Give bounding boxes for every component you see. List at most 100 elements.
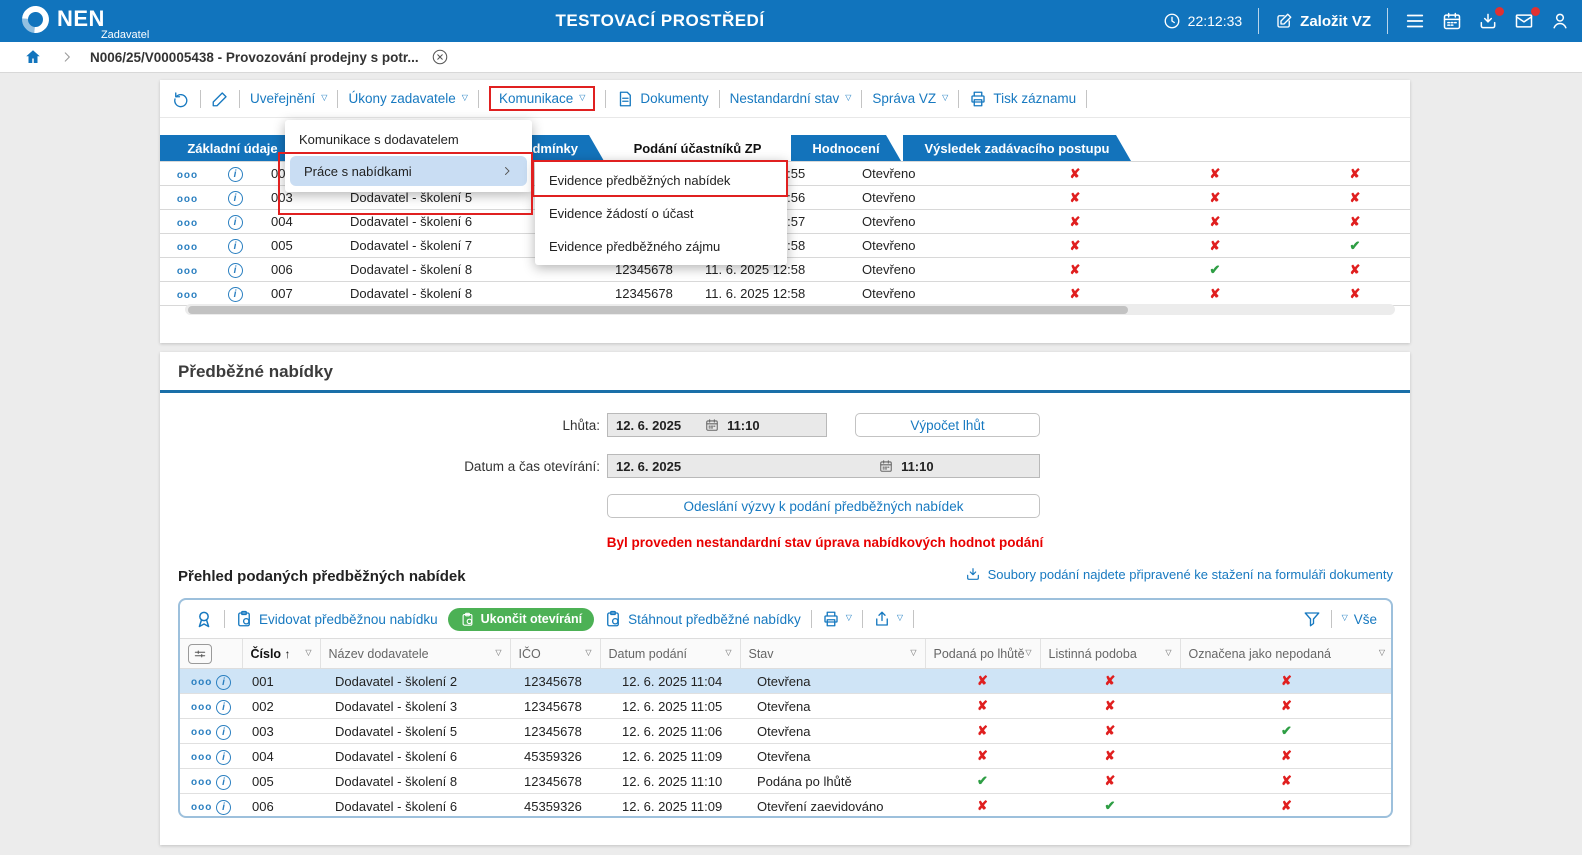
row-actions-icon[interactable]: ooo (191, 777, 212, 788)
filter-funnel-icon[interactable] (1303, 610, 1321, 628)
table-row[interactable]: ooo i 003 Dodavatel - školení 5 12345678… (180, 719, 1393, 744)
home-icon[interactable] (24, 48, 42, 66)
main-menu-button[interactable] (1404, 10, 1426, 32)
info-icon[interactable]: i (228, 167, 243, 182)
nonstandard-state-warning: Byl proveden nestandardní stav úprava na… (540, 535, 1110, 550)
menu-item-evidence-zadosti-o-ucast[interactable]: Evidence žádostí o účast (535, 197, 787, 230)
send-call-button[interactable]: Odeslání výzvy k podání předběžných nabí… (607, 494, 1040, 518)
menu-komunikace[interactable]: Komunikace▽ (489, 86, 595, 111)
info-icon[interactable]: i (216, 675, 231, 690)
breadcrumb-item[interactable]: N006/25/V00005438 - Provozování prodejny… (90, 50, 419, 65)
filter-caret-icon[interactable]: ▽ (1025, 649, 1031, 657)
col-ico[interactable]: IČO▽ (510, 639, 600, 669)
info-icon[interactable]: i (228, 263, 243, 278)
profile-button[interactable] (1550, 11, 1570, 31)
mark: ✘ (1070, 166, 1081, 181)
filter-caret-icon[interactable]: ▽ (910, 649, 916, 657)
info-icon[interactable]: i (228, 287, 243, 302)
divider (1258, 8, 1259, 34)
downloads-button[interactable] (1478, 11, 1498, 31)
info-icon[interactable]: i (228, 239, 243, 254)
register-prelim-offer-button[interactable]: Evidovat předběžnou nabídku (235, 610, 438, 628)
award-icon[interactable] (194, 609, 214, 629)
row-actions-icon[interactable]: ooo (177, 290, 198, 301)
deadline-input[interactable]: 12. 6. 2025 11:10 (607, 413, 827, 437)
menu-ukony-zadavatele[interactable]: Úkony zadavatele▽ (348, 91, 467, 106)
row-actions-icon[interactable]: ooo (177, 218, 198, 229)
download-files-link[interactable]: Soubory podání najdete připravené ke sta… (965, 566, 1393, 582)
filter-caret-icon[interactable]: ▽ (725, 649, 731, 657)
messages-button[interactable] (1514, 11, 1534, 31)
info-icon[interactable]: i (228, 191, 243, 206)
col-oznacena-jako-nepodana[interactable]: Označena jako nepodaná▽ (1180, 639, 1393, 669)
table-row-selected[interactable]: ooo i 001 Dodavatel - školení 2 12345678… (180, 669, 1393, 694)
col-stav[interactable]: Stav▽ (740, 639, 925, 669)
filter-caret-icon[interactable]: ▽ (1379, 649, 1385, 657)
close-tab-icon[interactable] (431, 48, 449, 66)
opening-input[interactable]: 12. 6. 2025 11:10 (607, 454, 1040, 478)
menu-nestandardni-stav[interactable]: Nestandardní stav▽ (730, 91, 852, 106)
row-actions-icon[interactable]: ooo (177, 242, 198, 253)
calc-deadlines-button[interactable]: Výpočet lhůt (855, 413, 1040, 437)
row-actions-icon[interactable]: ooo (191, 727, 212, 738)
row-actions-icon[interactable]: ooo (177, 170, 198, 181)
opening-time: 11:10 (901, 459, 934, 474)
create-vz-button[interactable]: Založit VZ (1275, 12, 1371, 30)
nen-logo[interactable]: NENZadavatel (22, 6, 153, 33)
filter-caret-icon[interactable]: ▽ (495, 649, 501, 657)
row-actions-icon[interactable]: ooo (177, 266, 198, 277)
filter-caret-icon[interactable]: ▽ (585, 649, 591, 657)
menu-item-komunikace-s-dodavatelem[interactable]: Komunikace s dodavatelem (285, 124, 532, 154)
col-podana-po-lhute[interactable]: Podaná po lhůtě▽ (925, 639, 1040, 669)
table-row[interactable]: ooo i 006 Dodavatel - školení 6 45359326… (180, 794, 1393, 819)
info-icon[interactable]: i (216, 750, 231, 765)
row-actions-icon[interactable]: ooo (191, 677, 212, 688)
table-row[interactable]: ooo i 004 Dodavatel - školení 6 45359326… (180, 744, 1393, 769)
table-row[interactable]: ooo i 002 Dodavatel - školení 3 12345678… (180, 694, 1393, 719)
menu-item-evidence-predbeznych-nabidek[interactable]: Evidence předběžných nabídek (535, 164, 787, 197)
info-icon[interactable]: i (216, 800, 231, 815)
refresh-icon[interactable] (172, 90, 190, 108)
filter-caret-icon[interactable]: ▽ (305, 649, 311, 657)
horizontal-scrollbar[interactable] (185, 304, 1395, 315)
col-listinna-podoba[interactable]: Listinná podoba▽ (1040, 639, 1180, 669)
scrollbar-thumb[interactable] (188, 306, 1128, 314)
filter-preset-vse[interactable]: ▽Vše (1342, 612, 1377, 627)
row-actions-icon[interactable]: ooo (191, 702, 212, 713)
pencil-icon[interactable] (211, 90, 229, 108)
menu-dokumenty[interactable]: Dokumenty (616, 90, 708, 108)
top-bar: NENZadavatel TESTOVACÍ PROSTŘEDÍ 22:12:3… (0, 0, 1582, 42)
deadline-date: 12. 6. 2025 (616, 418, 681, 433)
info-icon[interactable]: i (216, 775, 231, 790)
mark: ✔ (1350, 238, 1361, 253)
col-nazev-dodavatele[interactable]: Název dodavatele▽ (320, 639, 510, 669)
row-actions-icon[interactable]: ooo (191, 752, 212, 763)
menu-item-prace-s-nabidkami[interactable]: Práce s nabídkami (290, 156, 527, 186)
menu-uverejneni[interactable]: Uveřejnění▽ (250, 91, 327, 106)
download-prelim-offers-button[interactable]: Stáhnout předběžné nabídky (604, 610, 801, 628)
export-menu-button[interactable]: ▽ (873, 610, 903, 628)
print-menu-button[interactable]: ▽ (822, 610, 852, 628)
calendar-button[interactable] (1442, 11, 1462, 31)
column-settings-button[interactable] (188, 644, 212, 664)
end-opening-button[interactable]: Ukončit otevírání (448, 608, 594, 631)
info-icon[interactable]: i (216, 700, 231, 715)
row-actions-icon[interactable]: ooo (191, 802, 212, 813)
tab-hodnoceni[interactable]: Hodnocení (791, 135, 901, 161)
filter-caret-icon[interactable]: ▽ (1165, 649, 1171, 657)
tab-vysledek[interactable]: Výsledek zadávacího postupu (903, 135, 1131, 161)
info-icon[interactable]: i (216, 725, 231, 740)
info-icon[interactable]: i (228, 215, 243, 230)
tab-podani-ucastniku[interactable]: Podání účastníků ZP (606, 135, 789, 161)
print-record-button[interactable]: Tisk záznamu (969, 90, 1076, 108)
tab-zakladni-udaje[interactable]: Základní údaje (160, 135, 305, 161)
table-row[interactable]: ooo i 005 Dodavatel - školení 8 12345678… (180, 769, 1393, 794)
col-datum-podani[interactable]: Datum podání▽ (600, 639, 740, 669)
menu-item-evidence-predbezneho-zajmu[interactable]: Evidence předběžného zájmu (535, 230, 787, 263)
mark: ✔ (977, 773, 988, 788)
col-cislo[interactable]: Číslo ↑▽ (242, 639, 320, 669)
table-row[interactable]: ooo i 007 Dodavatel - školení 8 12345678… (160, 282, 1410, 306)
mark: ✘ (977, 748, 988, 763)
row-actions-icon[interactable]: ooo (177, 194, 198, 205)
menu-sprava-vz[interactable]: Správa VZ▽ (872, 91, 948, 106)
